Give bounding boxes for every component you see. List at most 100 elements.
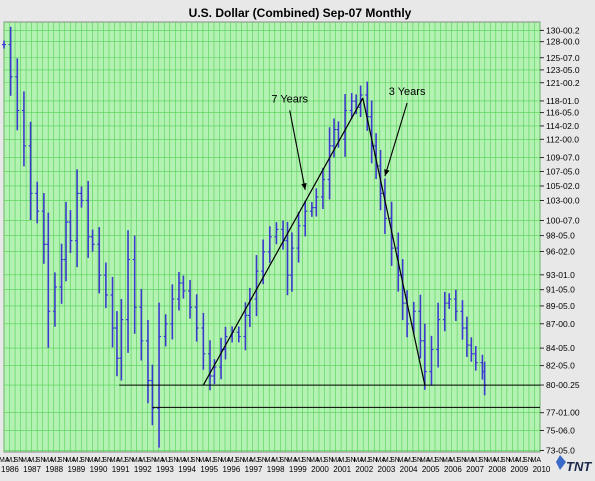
- x-year-label: 2004: [400, 465, 418, 474]
- x-month-label: MA: [464, 457, 475, 464]
- x-month-label: MJ: [117, 457, 126, 464]
- x-month-label: MJ: [316, 457, 325, 464]
- y-tick-label: 112-00.0: [546, 134, 579, 144]
- x-month-label: MJ: [294, 457, 303, 464]
- x-month-label: MJ: [361, 457, 370, 464]
- x-month-label: MA: [243, 457, 254, 464]
- y-tick-label: 105-02.0: [546, 181, 580, 191]
- x-month-label: SN: [147, 457, 157, 464]
- x-month-label: MJ: [449, 457, 458, 464]
- x-month-label: MA: [154, 457, 165, 464]
- y-tick-label: 118-01.0: [546, 96, 579, 106]
- x-month-label: MA: [486, 457, 497, 464]
- x-year-label: 2005: [422, 465, 440, 474]
- annotation-arrowhead: [301, 183, 307, 190]
- x-month-label: SN: [169, 457, 179, 464]
- y-axis: 130-00.2 128-00.0 125-07.0 123-05.0 121-00.2…: [540, 25, 580, 455]
- y-tick-label: 75-06.0: [546, 425, 575, 435]
- x-month-label: MA: [132, 457, 143, 464]
- y-tick-label: 125-07.0: [546, 53, 580, 63]
- x-month-label: MA: [287, 457, 298, 464]
- x-month-label: MA: [88, 457, 99, 464]
- x-month-label: MJ: [383, 457, 392, 464]
- plot-background: [3, 21, 541, 453]
- y-tick-label: 130-00.2: [546, 25, 580, 35]
- x-month-label: MJ: [95, 457, 104, 464]
- x-year-label: 2003: [378, 465, 396, 474]
- x-year-label: 2002: [355, 465, 373, 474]
- x-year-label: 1989: [67, 465, 85, 474]
- x-year-label: 1995: [200, 465, 218, 474]
- tnt-logo: TNT: [556, 455, 592, 474]
- x-month-label: MA: [309, 457, 320, 464]
- x-month-label: SN: [368, 457, 378, 464]
- x-month-label: MJ: [6, 457, 15, 464]
- y-tick-label: 103-00.0: [546, 195, 580, 205]
- y-tick-label: 91-05.0: [546, 285, 575, 295]
- x-month-label: MJ: [228, 457, 237, 464]
- x-month-label: MA: [198, 457, 209, 464]
- x-year-label: 2008: [488, 465, 506, 474]
- x-month-label: MJ: [272, 457, 281, 464]
- x-month-label: MA: [65, 457, 76, 464]
- x-year-label: 2010: [533, 465, 551, 474]
- x-month-label: MA: [331, 457, 342, 464]
- x-month-label: MJ: [161, 457, 170, 464]
- x-month-label: SN: [324, 457, 334, 464]
- y-tick-label: 116-05.0: [546, 108, 579, 118]
- annotation-arrow: [289, 110, 306, 191]
- chart-title: U.S. Dollar (Combined) Sep-07 Monthly: [189, 6, 412, 20]
- x-month-label: SN: [124, 457, 134, 464]
- x-month-label: MA: [353, 457, 364, 464]
- x-year-label: 2009: [510, 465, 528, 474]
- x-year-label: 1993: [156, 465, 174, 474]
- annotation-arrowhead: [384, 169, 390, 177]
- x-month-label: SN: [14, 457, 24, 464]
- y-tick-label: 87-00.0: [546, 319, 575, 329]
- x-year-label: 1992: [134, 465, 152, 474]
- x-month-label: MA: [508, 457, 519, 464]
- y-tick-label: 73-05.0: [546, 445, 575, 455]
- x-year-label: 1986: [1, 465, 19, 474]
- x-year-label: 1999: [289, 465, 307, 474]
- y-tick-label: 80-00.25: [546, 380, 580, 390]
- y-tick-label: 128-00.0: [546, 37, 580, 47]
- y-tick-label: 82-05.0: [546, 361, 575, 371]
- x-year-label: 1990: [90, 465, 108, 474]
- x-month-label: MA: [21, 457, 32, 464]
- x-month-label: SN: [235, 457, 245, 464]
- x-month-label: MA: [0, 457, 10, 464]
- x-month-label: MA: [265, 457, 276, 464]
- x-month-label: SN: [80, 457, 90, 464]
- x-month-label: MJ: [427, 457, 436, 464]
- x-month-label: MJ: [206, 457, 215, 464]
- x-year-label: 2000: [311, 465, 329, 474]
- x-month-label: SN: [36, 457, 46, 464]
- annotation-label: 7 Years: [271, 93, 308, 105]
- y-tick-label: 93-01.0: [546, 270, 575, 280]
- x-month-label: MA: [176, 457, 187, 464]
- y-tick-label: 100-07.0: [546, 215, 580, 225]
- x-month-label: MA: [442, 457, 453, 464]
- x-month-label: SN: [279, 457, 289, 464]
- x-month-label: SN: [191, 457, 201, 464]
- x-month-label: MJ: [516, 457, 525, 464]
- x-month-label: MA: [376, 457, 387, 464]
- x-month-label: MJ: [28, 457, 37, 464]
- x-year-label: 2001: [333, 465, 351, 474]
- x-month-label: MA: [398, 457, 409, 464]
- y-tick-label: 84-05.0: [546, 343, 575, 353]
- x-month-label: SN: [434, 457, 444, 464]
- logo-text: TNT: [566, 459, 592, 474]
- x-month-label: SN: [412, 457, 422, 464]
- x-axis: MAMJSN1986MAMJSN1987MAMJSN1988MAMJSN1989…: [0, 457, 551, 474]
- x-month-label: SN: [102, 457, 112, 464]
- x-year-label: 1991: [112, 465, 130, 474]
- x-month-label: MJ: [250, 457, 259, 464]
- y-tick-label: 98-05.0: [546, 231, 575, 241]
- x-year-label: 1987: [23, 465, 41, 474]
- x-month-label: MA: [531, 457, 542, 464]
- trendline: [202, 97, 364, 386]
